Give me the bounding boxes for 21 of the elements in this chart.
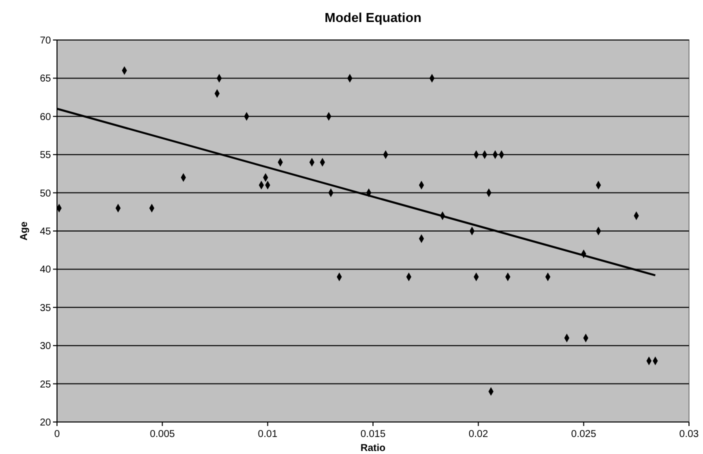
x-tick-label: 0.025 [571,429,597,440]
y-axis-title: Age [19,221,30,240]
y-tick-label: 70 [40,36,52,46]
y-tick-label: 45 [40,226,52,238]
y-tick-label: 65 [40,74,52,85]
y-tick-label: 20 [40,418,52,428]
x-tick-label: 0 [54,429,60,440]
x-tick-label: 0.03 [679,429,700,440]
x-tick-label: 0.02 [468,429,488,440]
y-tick-label: 40 [40,264,52,276]
x-tick-label: 0.01 [258,429,278,440]
y-tick-label: 60 [40,112,52,123]
x-axis-title: Ratio [360,443,386,454]
y-tick-label: 30 [40,341,52,352]
y-tick-label: 55 [40,150,52,162]
y-tick-label: 50 [40,188,52,200]
x-tick-label: 0.005 [150,429,176,440]
y-tick-label: 25 [40,379,52,390]
y-tick-label: 35 [40,302,52,314]
chart-title: Model Equation [324,10,422,25]
x-tick-label: 0.015 [360,429,386,440]
